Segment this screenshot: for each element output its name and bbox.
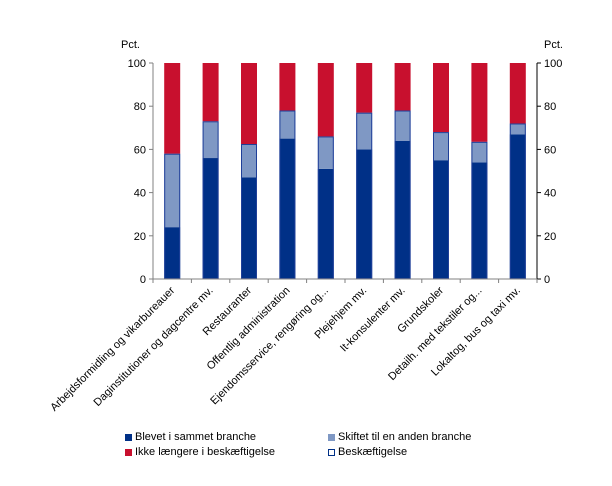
y-axis-label-left: Pct.	[121, 39, 140, 51]
bar-segment-switched	[279, 110, 296, 139]
y-axis-label-right: Pct.	[544, 39, 563, 51]
bar-segment-not-employed	[317, 63, 334, 137]
bar-segment-stayed	[241, 177, 257, 279]
ticks-group: 0 0 20 20 40 40 60 60 80 80 100 100	[128, 58, 563, 286]
y-tick-label-right: 20	[544, 231, 556, 243]
y-tick-label-left: 20	[134, 231, 146, 243]
bar-segment-switched	[433, 132, 449, 161]
bar-segment-stayed	[356, 149, 373, 279]
bar-segment-stayed	[317, 168, 334, 279]
bar-segment-stayed	[279, 138, 296, 279]
y-tick-label-right: 60	[544, 144, 556, 156]
bars-group	[164, 63, 526, 280]
legend-label: Skiftet til en anden branche	[338, 431, 472, 443]
bar-segment-not-employed	[394, 63, 411, 111]
y-tick-label-right: 80	[544, 101, 556, 113]
bar-segment-switched	[241, 144, 257, 178]
bar-segment-switched	[164, 153, 181, 228]
legend-swatch-switched	[328, 433, 335, 441]
legend-swatch-not-employed	[125, 448, 132, 456]
y-tick-label-left: 80	[134, 101, 146, 113]
bar-segment-switched	[356, 112, 373, 150]
y-tick-label-left: 0	[140, 274, 146, 286]
legend-swatch-stayed	[125, 433, 132, 441]
bar-segment-stayed	[394, 140, 411, 279]
bar-segment-not-employed	[471, 63, 488, 142]
bar-segment-not-employed	[433, 63, 449, 133]
bar-segment-stayed	[433, 160, 449, 279]
legend-label: Blevet i sammet branche	[135, 431, 257, 443]
bar-segment-stayed	[509, 134, 526, 279]
x-tick-labels: Arbejdsformidling og vikarbureauerDagins…	[48, 284, 523, 413]
bar-segment-not-employed	[164, 63, 181, 154]
bar-segment-not-employed	[279, 63, 296, 111]
bar-segment-stayed	[202, 158, 219, 279]
bar-segment-switched	[471, 141, 488, 163]
y-tick-label-right: 40	[544, 188, 556, 200]
bar-segment-not-employed	[356, 63, 373, 113]
legend-item-switched: Skiftet til en anden branche	[328, 431, 471, 443]
y-tick-label-right: 0	[544, 274, 550, 286]
bar-segment-stayed	[164, 227, 181, 279]
bar-segment-switched	[317, 136, 334, 169]
bar-segment-switched	[202, 121, 219, 159]
legend-item-employment: Beskæftigelse	[328, 446, 407, 458]
legend-item-stayed: Blevet i sammet branche	[125, 431, 256, 443]
y-tick-label-right: 100	[544, 58, 562, 70]
x-tick-label: It-konsulenter mv.	[338, 285, 408, 355]
bar-segment-switched	[394, 110, 411, 141]
bar-segment-stayed	[471, 162, 488, 279]
bar-segment-switched	[509, 123, 526, 135]
y-tick-label-left: 40	[134, 188, 146, 200]
legend-swatch-employment	[328, 448, 335, 456]
y-tick-label-left: 100	[128, 58, 146, 70]
legend-item-not-employed: Ikke længere i beskæftigelse	[125, 446, 275, 458]
bar-segment-not-employed	[241, 63, 257, 144]
bar-segment-not-employed	[202, 63, 219, 122]
bar-segment-not-employed	[509, 63, 526, 124]
legend-label: Beskæftigelse	[338, 446, 408, 458]
legend-label: Ikke længere i beskæftigelse	[135, 446, 276, 458]
y-tick-label-left: 60	[134, 144, 146, 156]
